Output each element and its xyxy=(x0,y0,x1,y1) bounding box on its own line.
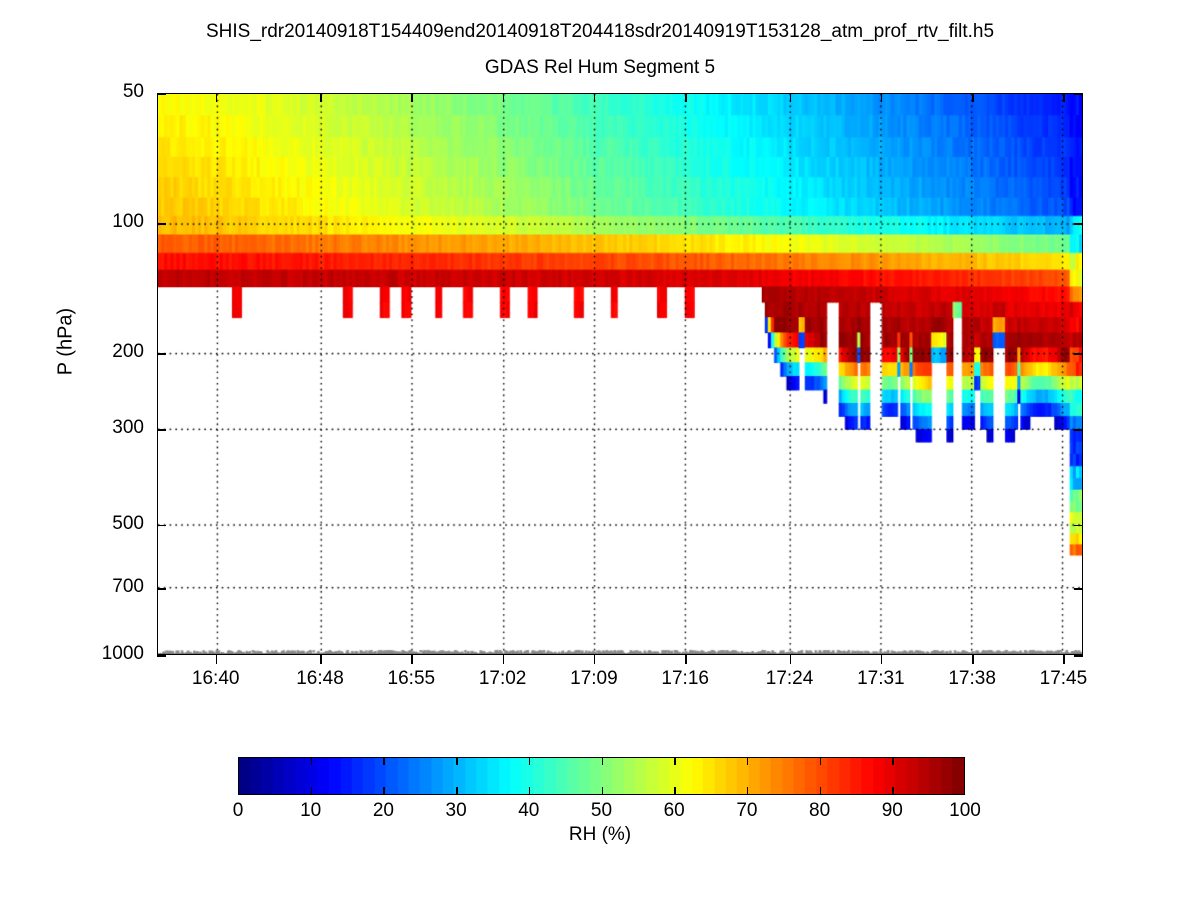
y-axis-tick-labels: 50 100 200 300 500 700 1000 xyxy=(86,0,144,900)
x-tick-mark xyxy=(1063,93,1065,102)
colorbar-tick-mark xyxy=(383,757,385,765)
x-tick-label-17-16: 17:16 xyxy=(661,668,709,689)
colorbar-tick-label-10: 10 xyxy=(300,800,322,821)
colorbar-axis-label: RH (%) xyxy=(568,824,632,845)
colorbar-tick-mark xyxy=(819,787,822,795)
x-tick-label-16-40: 16:40 xyxy=(191,668,240,689)
y-tick-mark xyxy=(1074,588,1083,590)
y-tick-label-300: 300 xyxy=(112,417,144,439)
y-tick-mark xyxy=(157,353,166,355)
colorbar-tick-label-20: 20 xyxy=(372,800,394,821)
x-tick-label-17-02: 17:02 xyxy=(478,668,527,689)
colorbar[interactable] xyxy=(238,757,965,795)
y-tick-mark xyxy=(1074,223,1083,225)
x-tick-mark xyxy=(685,655,687,664)
x-tick-mark xyxy=(215,655,218,664)
colorbar-tick-mark xyxy=(819,757,822,765)
colorbar-tick-label-30: 30 xyxy=(445,800,467,821)
figure-title-line1: SHIS_rdr20140918T154409end20140918T20441… xyxy=(205,21,995,42)
colorbar-tick-mark xyxy=(746,787,749,795)
colorbar-tick-mark xyxy=(746,757,749,765)
y-tick-mark xyxy=(157,655,166,657)
x-tick-label-17-31: 17:31 xyxy=(857,668,905,689)
y-tick-mark xyxy=(1074,429,1083,431)
x-tick-mark xyxy=(320,93,322,102)
x-tick-mark xyxy=(320,655,322,664)
colorbar-tick-label-70: 70 xyxy=(736,800,758,821)
y-tick-label-1000: 1000 xyxy=(101,643,144,664)
colorbar-tick-mark xyxy=(456,757,458,765)
y-tick-mark xyxy=(1074,93,1083,95)
x-tick-label-16-55: 16:55 xyxy=(387,668,436,689)
colorbar-tick-label-50: 50 xyxy=(590,800,613,821)
y-tick-mark xyxy=(1074,524,1083,527)
y-tick-mark xyxy=(1074,655,1083,657)
colorbar-tick-label-40: 40 xyxy=(518,800,540,821)
y-tick-mark xyxy=(1074,353,1083,355)
x-tick-label-17-24: 17:24 xyxy=(765,668,814,689)
x-tick-mark xyxy=(880,655,883,664)
x-tick-mark xyxy=(411,655,413,664)
y-tick-mark xyxy=(157,524,166,527)
x-tick-mark xyxy=(880,93,883,102)
x-tick-mark xyxy=(502,93,505,102)
y-tick-label-100: 100 xyxy=(112,211,144,233)
y-tick-mark xyxy=(157,223,166,225)
colorbar-tick-mark xyxy=(456,787,458,795)
colorbar-tick-mark xyxy=(528,787,531,795)
colorbar-tick-label-100: 100 xyxy=(949,800,981,821)
figure-title-line2: GDAS Rel Hum Segment 5 xyxy=(484,57,716,78)
x-tick-label-17-09: 17:09 xyxy=(570,668,618,689)
colorbar-tick-mark xyxy=(383,787,385,795)
colorbar-tick-mark xyxy=(674,787,676,795)
y-tick-label-700: 700 xyxy=(112,576,144,598)
plot-area[interactable] xyxy=(157,93,1083,655)
colorbar-tick-mark xyxy=(601,757,603,765)
x-tick-mark xyxy=(972,655,974,664)
x-tick-label-17-38: 17:38 xyxy=(948,668,996,689)
colorbar-tick-label-0: 0 xyxy=(232,800,244,821)
colorbar-tick-mark xyxy=(601,787,603,795)
x-tick-mark xyxy=(593,93,596,102)
y-tick-mark xyxy=(157,588,166,590)
x-tick-mark xyxy=(502,655,505,664)
colorbar-tick-mark xyxy=(892,757,894,765)
x-tick-mark xyxy=(1063,655,1065,664)
y-tick-mark xyxy=(157,93,166,95)
heatmap-canvas xyxy=(158,94,1082,654)
y-tick-label-500: 500 xyxy=(112,512,144,534)
colorbar-tick-mark xyxy=(892,787,894,795)
colorbar-tick-label-80: 80 xyxy=(809,800,831,821)
x-tick-mark xyxy=(789,93,792,102)
x-tick-mark xyxy=(593,655,596,664)
x-tick-mark xyxy=(972,93,974,102)
colorbar-tick-mark xyxy=(674,757,676,765)
y-tick-mark xyxy=(157,429,166,431)
colorbar-tick-label-60: 60 xyxy=(663,800,685,821)
colorbar-tick-mark xyxy=(528,757,531,765)
x-tick-mark xyxy=(789,655,792,664)
y-axis-label: P (hPa) xyxy=(54,307,77,376)
y-tick-label-200: 200 xyxy=(112,341,144,363)
x-tick-mark xyxy=(215,93,218,102)
x-tick-label-17-45: 17:45 xyxy=(1039,668,1088,689)
x-tick-label-16-48: 16:48 xyxy=(296,668,344,689)
y-tick-label-50: 50 xyxy=(122,81,144,102)
x-tick-mark xyxy=(411,93,413,102)
colorbar-tick-mark xyxy=(310,787,313,795)
x-tick-mark xyxy=(685,93,687,102)
colorbar-tick-label-90: 90 xyxy=(881,800,903,821)
colorbar-tick-mark xyxy=(310,757,313,765)
